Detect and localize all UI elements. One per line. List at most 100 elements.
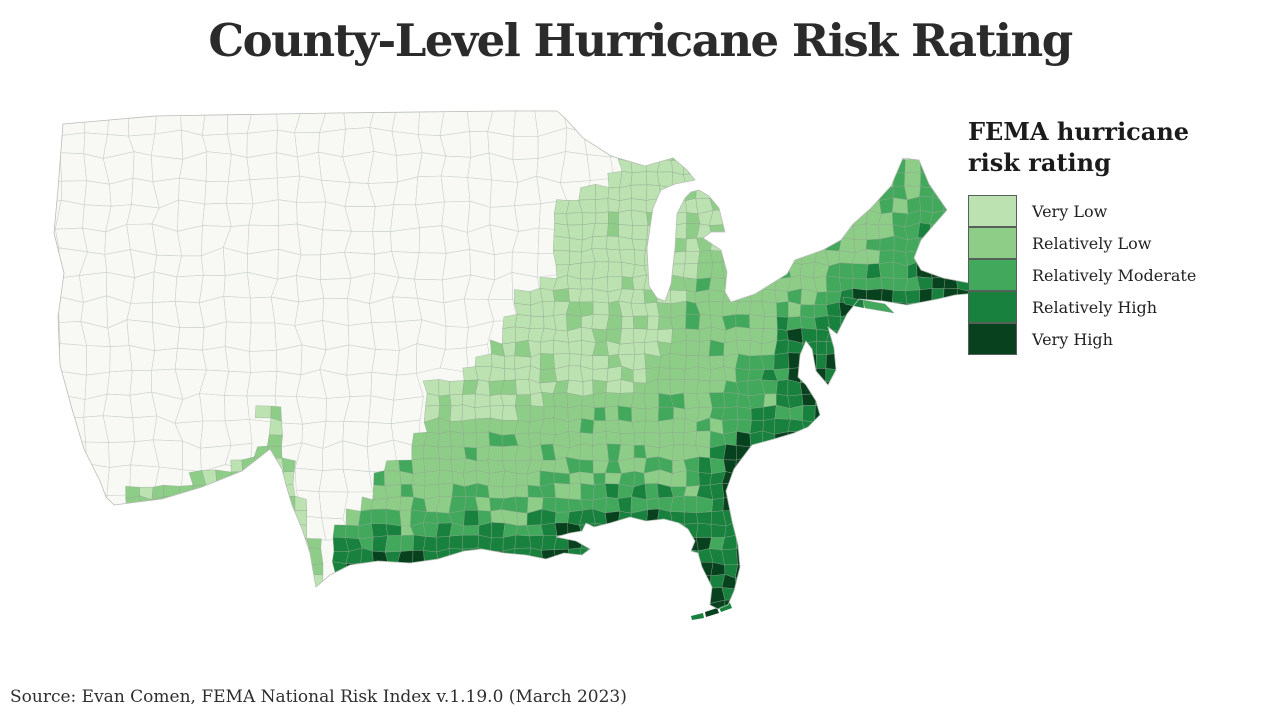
county-cell [788,525,802,537]
county-cell [222,583,256,609]
county-cell [467,152,492,181]
county-cell [736,198,751,212]
county-cell [78,493,108,518]
county-cell [201,111,228,136]
county-cell [201,133,232,155]
county-cell [846,128,879,160]
county-cell [749,537,765,552]
county-cell [225,607,256,609]
county-cell [153,513,182,544]
county-cell [706,111,734,135]
county-cell [917,237,935,252]
county-cell [945,485,958,501]
county-cell [174,274,204,304]
county-cell [787,352,805,369]
county-cell [281,510,297,525]
county-cell [592,301,610,316]
county-cell [618,523,635,538]
county-cell [372,231,392,255]
county-cell [957,419,974,433]
county-cell [814,587,829,604]
county-cell [294,467,323,493]
county-cell [919,565,948,592]
county-cell [801,444,816,462]
county-cell [865,485,881,498]
county-cell [585,111,610,112]
county-cell [921,111,947,130]
county-cell [275,612,297,629]
county-cell [814,185,830,199]
county-cell [552,288,570,303]
county-cell [865,446,882,461]
county-cell [249,177,279,205]
county-cell [748,548,765,566]
county-cell [423,536,438,553]
county-cell [360,626,373,628]
county-cell [774,549,789,564]
county-cell [892,525,908,539]
county-cell [828,157,843,175]
county-cell [838,237,856,253]
county-cell [761,445,778,460]
county-cell [944,327,960,341]
county-cell [487,485,504,499]
county-cell [761,288,777,304]
county-cell [696,171,714,188]
county-cell [54,322,61,352]
county-cell [569,250,582,265]
county-cell [631,392,646,410]
county-cell [607,626,620,628]
legend-item-label: Relatively Low [1032,233,1152,253]
county-cell [724,172,737,188]
county-cell [643,250,661,267]
county-cell [685,111,709,133]
county-cell [892,535,909,553]
county-cell [904,158,921,174]
county-cell [880,446,894,461]
county-cell [736,406,752,421]
county-cell [246,152,278,181]
county-cell [872,614,902,628]
county-cell [801,431,818,447]
county-cell [968,365,977,382]
county-cell [799,236,818,253]
county-cell [801,327,817,344]
county-cell [735,445,751,461]
county-cell [530,627,540,628]
county-cell [673,549,687,564]
county-cell [646,497,660,510]
county-cell [319,111,346,133]
county-cell [294,547,310,565]
county-cell [775,146,791,162]
county-cell [644,586,660,603]
county-cell [565,127,588,155]
county-cell [605,536,622,553]
county-cell [558,111,587,112]
county-cell [631,238,648,252]
county-cell [450,446,467,461]
county-cell [747,210,765,227]
county-cell [502,485,517,499]
county-cell [839,418,856,434]
county-cell [853,561,870,577]
county-cell [904,315,921,331]
county-cell [802,470,818,485]
county-cell [294,509,308,526]
county-cell [604,483,620,499]
county-cell [386,562,398,578]
county-cell [512,136,539,161]
county-cell [527,599,545,609]
county-cell [78,561,110,588]
county-cell [672,535,687,550]
county-cell [943,158,959,175]
county-cell [814,222,829,240]
county-cell [475,417,492,434]
county-cell [582,379,594,397]
county-cell [83,616,105,628]
county-cell [840,172,856,188]
county-cell [202,346,229,372]
county-cell [152,586,181,609]
county-cell [449,588,464,604]
county-cell [349,613,362,627]
county-cell [222,559,251,590]
